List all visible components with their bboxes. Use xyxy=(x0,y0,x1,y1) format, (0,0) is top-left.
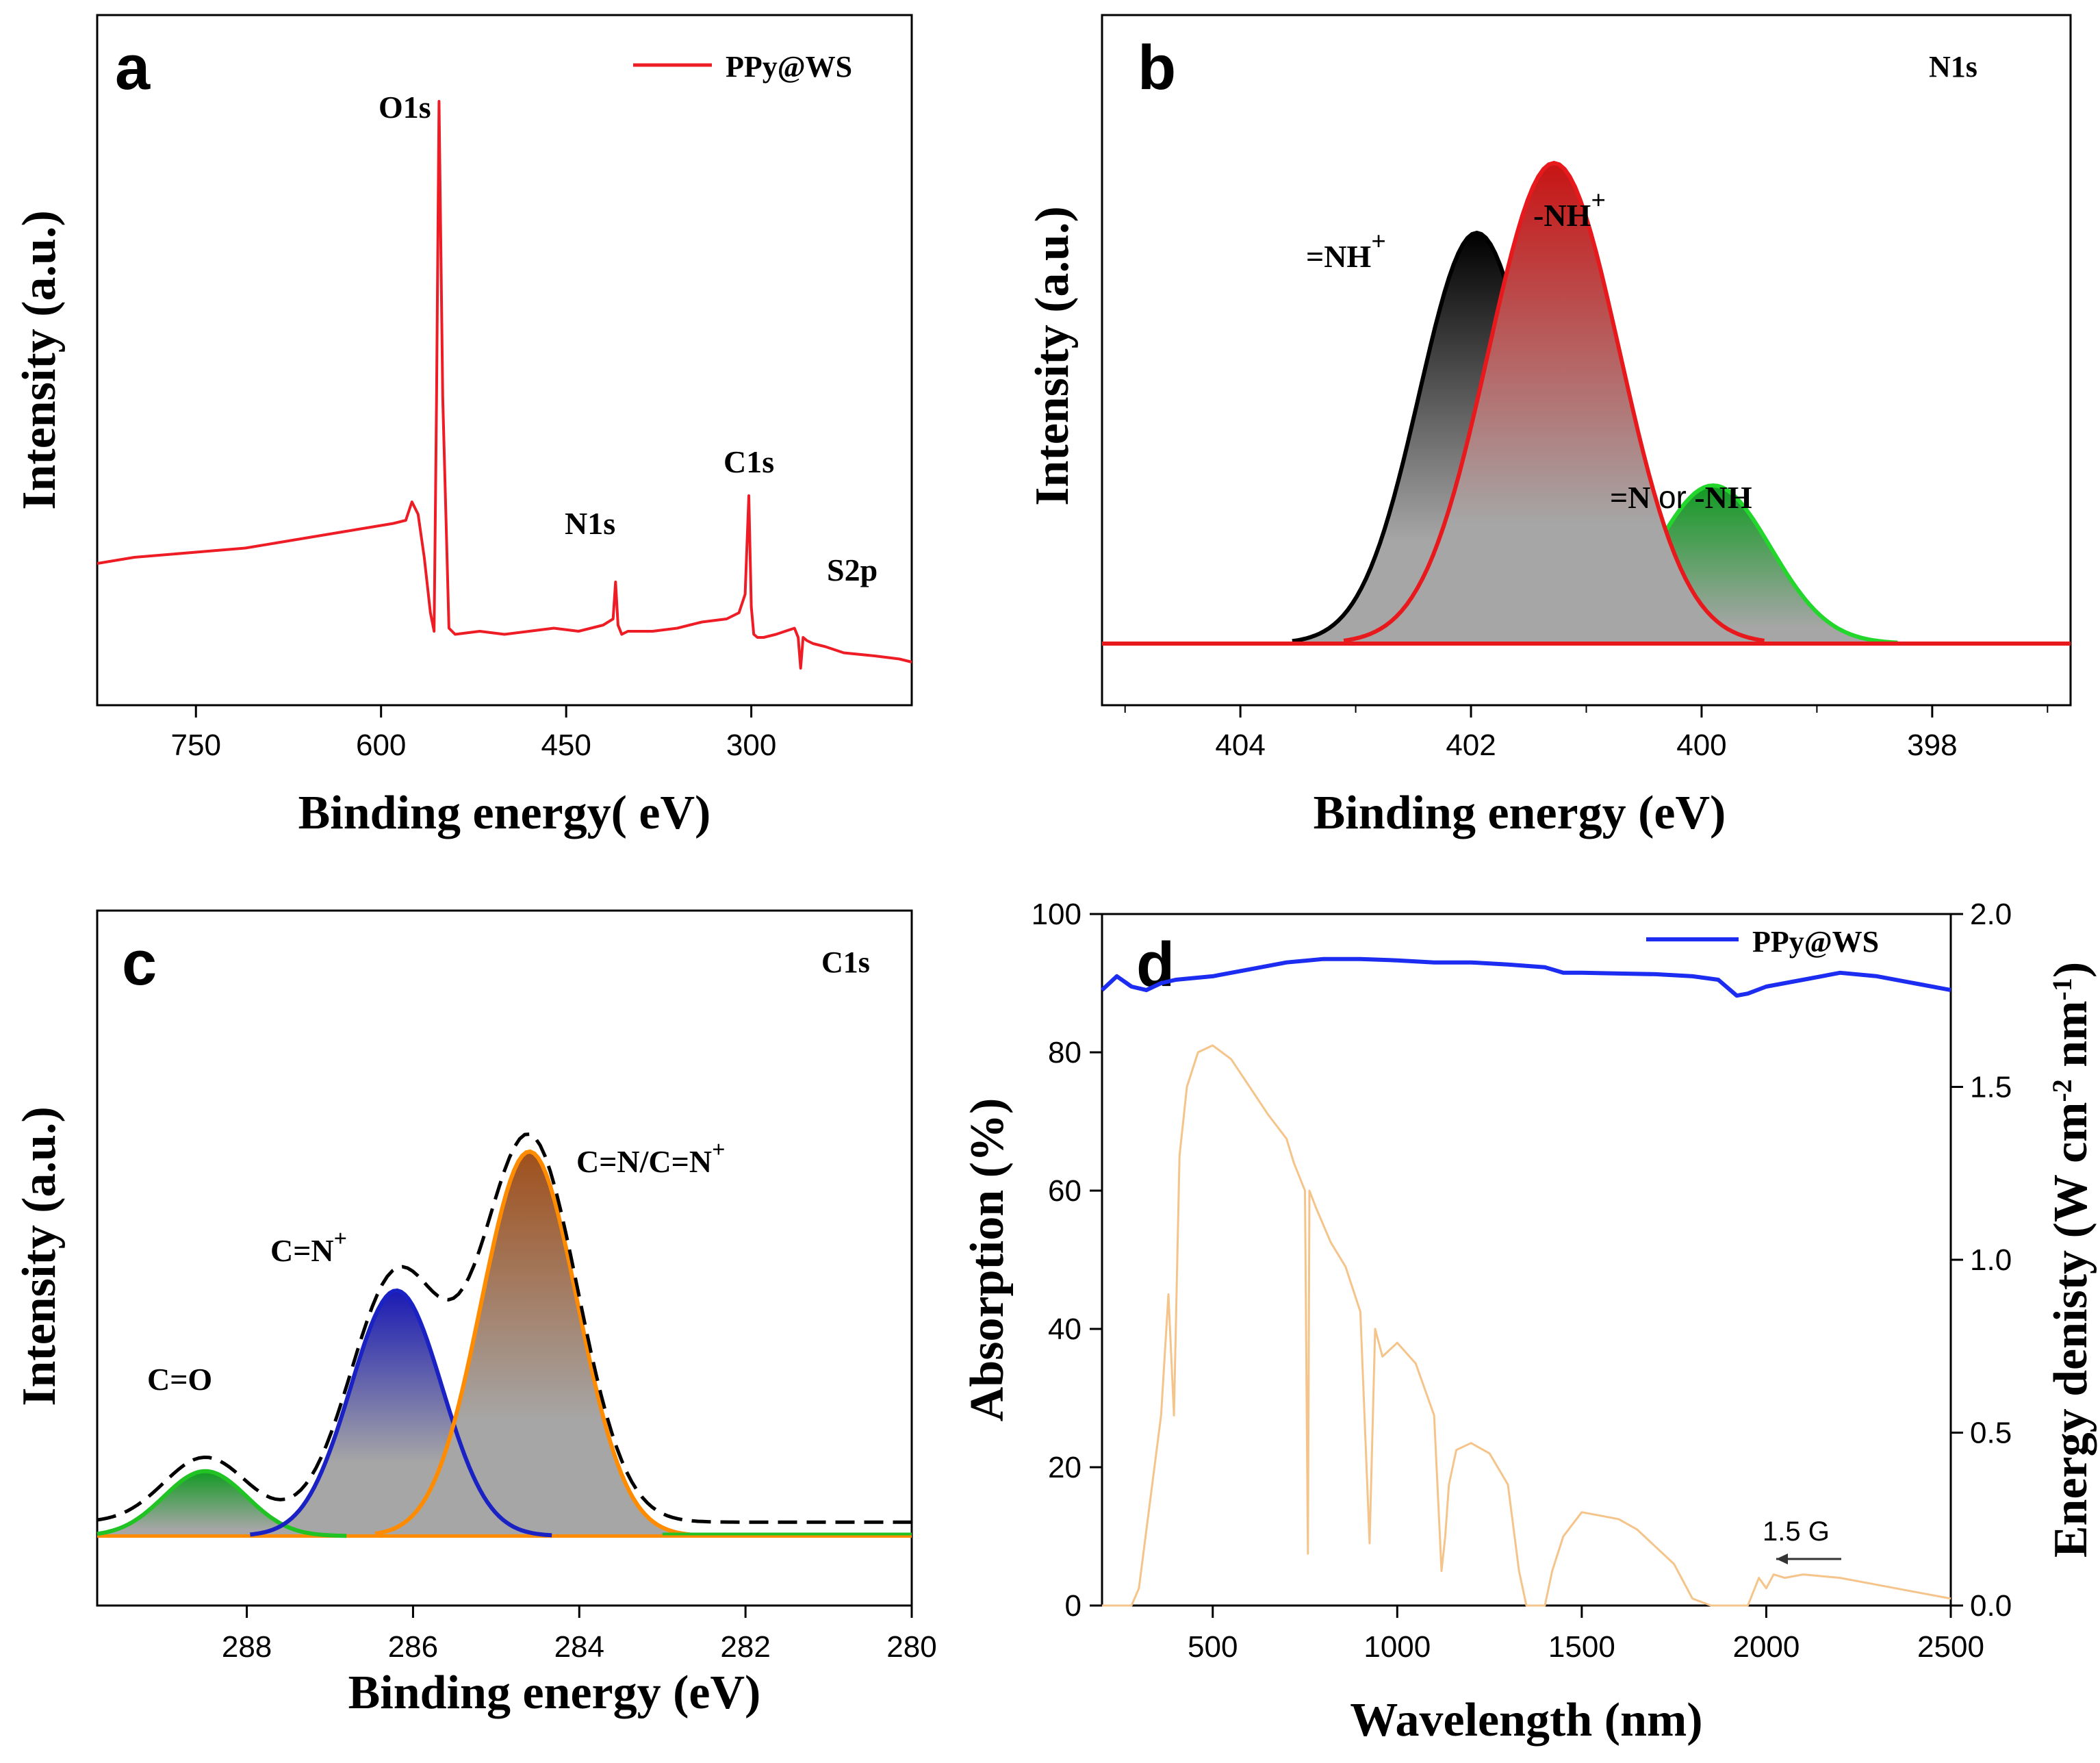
panel-c: c C1s C=O C=N+ C=N/C=N+ 288 286 284 282 280 … xyxy=(13,909,937,1719)
peak-label-c1s: C1s xyxy=(724,444,774,479)
panel-b-y-title: Intensity (a.u.) xyxy=(1026,206,1079,506)
panel-c-peak-outline-c-o xyxy=(97,1469,347,1538)
panel-a-tick-label-300: 300 xyxy=(726,728,776,762)
panel-c-peak-fill-c-n-mixed xyxy=(375,1151,684,1536)
panel-a-x-ticks: 750 600 450 300 xyxy=(171,705,776,762)
panel-b-tick-label-400: 400 xyxy=(1676,728,1726,762)
panel-d-y2-tick-label-1.0: 1.0 xyxy=(1970,1243,2012,1277)
peak-label-c-o: C=O xyxy=(147,1362,212,1397)
panel-d-solar-spectrum-line xyxy=(1102,1044,1951,1607)
panel-c-peak-outline-c-n-mixed xyxy=(374,1149,694,1537)
panel-b-x-title: Binding energy (eV) xyxy=(1314,787,1726,839)
panel-d-y-tick-label-40: 40 xyxy=(1048,1312,1081,1346)
panel-d-x-tick-label-500: 500 xyxy=(1188,1630,1238,1664)
panel-c-x-ticks: 288 286 284 282 280 xyxy=(222,1606,937,1664)
panel-d-y-title: Absorption (%) xyxy=(961,1098,1014,1422)
panel-b-title: N1s xyxy=(1929,50,1977,84)
panel-d-y2-tick-label-2.0: 2.0 xyxy=(1970,898,2012,931)
peak-label-s2p: S2p xyxy=(827,553,878,587)
panel-d-absorption-line xyxy=(1100,956,1951,998)
peak-label-n-or-nh: =N or -NH xyxy=(1610,479,1752,515)
panel-c-tick-label-288: 288 xyxy=(222,1630,272,1664)
panel-b-peaks xyxy=(1102,160,2071,646)
panel-d-x-title: Wavelength (nm) xyxy=(1350,1694,1702,1747)
panel-c-tick-label-282: 282 xyxy=(720,1630,770,1664)
panel-a-y-title: Intensity (a.u.) xyxy=(13,210,66,510)
peak-label-n1s: N1s xyxy=(565,506,615,541)
panel-b-peak-fill-nh-plus xyxy=(1344,163,1765,644)
panel-d-legend-label: PPy@WS xyxy=(1752,925,1879,959)
panel-d-y-tick-label-20: 20 xyxy=(1048,1451,1081,1484)
panel-d-y2-tick-label-0.0: 0.0 xyxy=(1970,1589,2012,1623)
panel-a-tick-label-600: 600 xyxy=(356,728,406,762)
panel-a: a PPy@WS O1s N1s C1s S2p 750 600 450 300 Bi… xyxy=(13,14,913,839)
panel-c-frame xyxy=(96,909,913,1607)
panel-a-ppy-ws-line xyxy=(97,100,912,670)
panel-d-y2-tick-label-0.5: 0.5 xyxy=(1970,1417,2012,1450)
panel-d-arrow-head-icon xyxy=(1776,1553,1788,1564)
peak-label-nh-plus: -NH+ xyxy=(1533,186,1606,233)
panel-b-peak-outline-nh-plus xyxy=(1343,160,1765,643)
panel-d-x-tick-label-1000: 1000 xyxy=(1363,1630,1431,1664)
panel-a-tick-label-750: 750 xyxy=(171,728,221,762)
panel-d-y2-title: Energy denisty (W cm-2 nm-1) xyxy=(2045,962,2097,1558)
peak-label-o1s: O1s xyxy=(379,90,431,125)
peak-label-c-n-mixed: C=N/C=N+ xyxy=(576,1137,725,1179)
panel-d-x-tick-label-1500: 1500 xyxy=(1548,1630,1615,1664)
panel-b-x-ticks: 404 402 400 398 xyxy=(1124,705,2049,762)
panel-b-tick-label-404: 404 xyxy=(1215,728,1265,762)
panel-c-peak-fill-c-o xyxy=(97,1471,339,1536)
panel-d: d PPy@WS 1.5 G 500 1000 1500 2000 2500020406… xyxy=(961,898,2097,1747)
peak-label-c-n-plus: C=N+ xyxy=(270,1226,347,1268)
panel-d-y-tick-label-60: 60 xyxy=(1048,1174,1081,1208)
panel-c-peaks xyxy=(97,1132,912,1538)
panel-a-frame xyxy=(96,14,913,707)
panel-a-legend-label: PPy@WS xyxy=(726,50,852,84)
panel-a-letter: a xyxy=(115,33,151,103)
panel-d-y-tick-label-100: 100 xyxy=(1032,898,1081,931)
panel-b-tick-label-398: 398 xyxy=(1907,728,1957,762)
panel-b-tick-label-402: 402 xyxy=(1446,728,1496,762)
panel-d-y2-tick-label-1.5: 1.5 xyxy=(1970,1071,2012,1104)
panel-c-tick-label-280: 280 xyxy=(886,1630,936,1664)
panel-a-x-title: Binding energy( eV) xyxy=(298,787,711,839)
panel-c-tick-label-286: 286 xyxy=(388,1630,438,1664)
panel-a-tick-label-450: 450 xyxy=(541,728,591,762)
panel-c-tick-label-284: 284 xyxy=(554,1630,604,1664)
panel-c-title: C1s xyxy=(821,946,870,979)
panel-b: b N1s =NH+ -NH+ =N or -NH 404 402 400 398 B… xyxy=(1026,14,2072,839)
panel-d-ticks: 500 1000 1500 2000 2500 0 20 40 60 80 100 0.0 0.5 1.0… xyxy=(1032,898,2012,1664)
panel-c-envelope-dashed-line xyxy=(97,1132,912,1524)
panel-c-x-title: Binding energy (eV) xyxy=(348,1666,761,1719)
peak-label-eq-nh-plus: =NH+ xyxy=(1306,227,1386,274)
panel-d-annotation-1-5g: 1.5 G xyxy=(1763,1517,1830,1547)
panel-c-y-title: Intensity (a.u.) xyxy=(13,1106,66,1406)
panel-d-x-tick-label-2000: 2000 xyxy=(1732,1630,1800,1664)
panel-d-y-tick-label-80: 80 xyxy=(1048,1036,1081,1069)
panel-b-letter: b xyxy=(1138,33,1176,103)
panel-c-peak-outline-c-n-plus xyxy=(250,1288,552,1538)
panel-d-x-tick-label-2500: 2500 xyxy=(1917,1630,1984,1664)
panel-d-frame xyxy=(1101,913,1952,1607)
panel-d-y-tick-label-0: 0 xyxy=(1065,1589,1081,1623)
panel-c-letter: c xyxy=(122,928,157,998)
